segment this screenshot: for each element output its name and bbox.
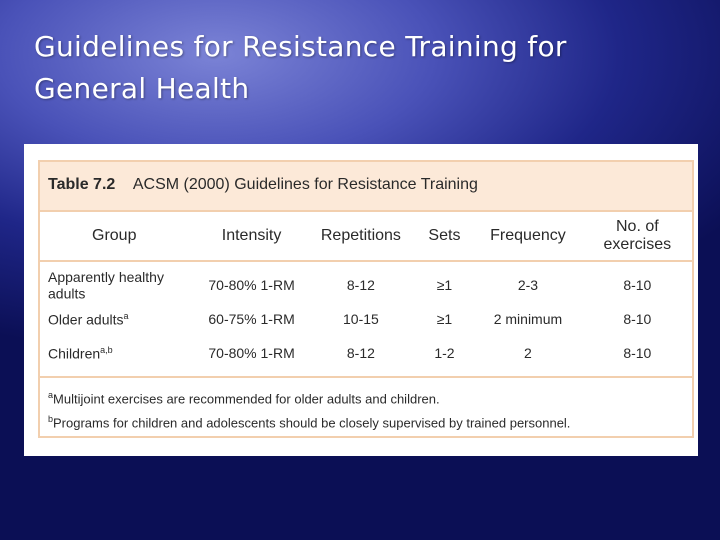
- column-header-intensity: Intensity: [196, 212, 307, 262]
- column-header-group: Group: [40, 212, 197, 262]
- cell-sets: 1-2: [434, 345, 455, 361]
- table-row: Childrena,b 70-80% 1-RM 8-12 1-2 2 8-10: [40, 336, 692, 376]
- slide-title-line-1: Guidelines for Resistance Training for: [34, 30, 567, 63]
- cell-frequency: 2 minimum: [493, 311, 563, 327]
- column-header-sets: Sets: [415, 212, 474, 262]
- cell-frequency: 2-3: [517, 277, 539, 293]
- guidelines-table-box: Table 7.2 ACSM (2000) Guidelines for Res…: [38, 160, 694, 438]
- cell-repetitions: 8-12: [346, 345, 375, 361]
- table-caption-text: ACSM (2000) Guidelines for Resistance Tr…: [132, 176, 478, 193]
- cell-intensity: 70-80% 1-RM: [208, 345, 295, 361]
- column-header-frequency: Frequency: [473, 212, 583, 262]
- table-row: Older adultsa 60-75% 1-RM 10-15 ≥1 2 min…: [40, 302, 692, 336]
- table-image-panel: Table 7.2 ACSM (2000) Guidelines for Res…: [24, 144, 698, 456]
- column-header-exercises: No. of exercises: [582, 212, 692, 262]
- slide-title-line-2: General Health: [34, 72, 250, 105]
- table-header-row: Group Intensity Repetitions Sets Frequen…: [40, 212, 692, 262]
- table-caption: Table 7.2 ACSM (2000) Guidelines for Res…: [40, 162, 692, 212]
- cell-group: Apparently healthy adults: [48, 268, 164, 302]
- cell-intensity: 60-75% 1-RM: [208, 311, 295, 327]
- cell-group: Childrena,b: [48, 344, 113, 362]
- footnote-b: bPrograms for children and adolescents s…: [48, 414, 571, 431]
- cell-sets: ≥1: [436, 311, 453, 327]
- cell-intensity: 70-80% 1-RM: [208, 277, 295, 293]
- cell-frequency: 2: [524, 345, 532, 361]
- guidelines-table: Group Intensity Repetitions Sets Frequen…: [40, 212, 692, 376]
- cell-repetitions: 8-12: [346, 277, 375, 293]
- cell-exercises: 8-10: [623, 345, 652, 361]
- cell-exercises: 8-10: [623, 277, 652, 293]
- cell-group: Older adultsa: [48, 310, 129, 328]
- table-number: Table 7.2: [48, 176, 116, 193]
- table-row: Apparently healthy adults 70-80% 1-RM 8-…: [40, 261, 692, 302]
- table-footnotes: aMultijoint exercises are recommended fo…: [40, 376, 692, 431]
- column-header-repetitions: Repetitions: [306, 212, 416, 262]
- cell-sets: ≥1: [436, 277, 453, 293]
- cell-repetitions: 10-15: [343, 311, 379, 327]
- footnote-a: aMultijoint exercises are recommended fo…: [48, 390, 440, 407]
- slide-title: Guidelines for Resistance Training for G…: [34, 26, 674, 110]
- cell-exercises: 8-10: [623, 311, 652, 327]
